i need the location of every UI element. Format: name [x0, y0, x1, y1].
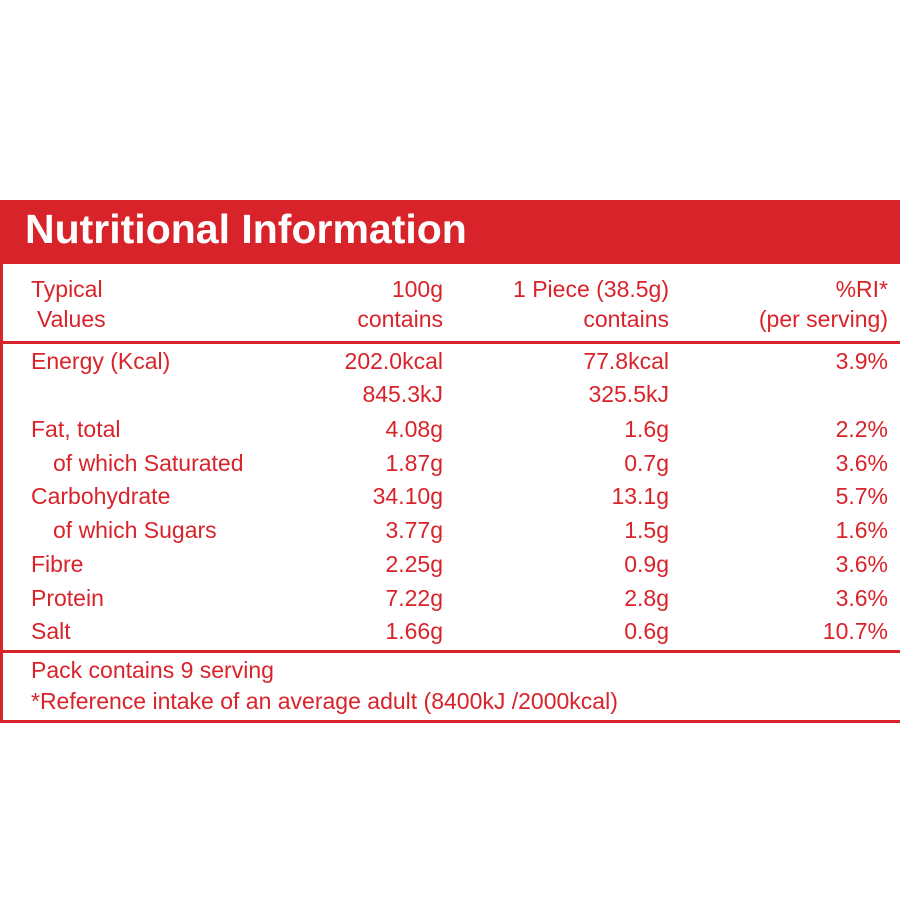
- row-perpiece: 325.5kJ: [588, 381, 669, 407]
- row-ri: 5.7%: [835, 483, 888, 509]
- row-perpiece: 1.6g: [624, 416, 669, 442]
- row-per100: 4.08g: [385, 416, 443, 442]
- row-perpiece: 77.8kcal: [583, 348, 669, 374]
- row-perpiece: 0.6g: [624, 618, 669, 644]
- row-ri: 10.7%: [822, 618, 888, 644]
- header-ri: %RI*: [835, 276, 888, 302]
- row-perpiece: 0.9g: [624, 551, 669, 577]
- title-bar: Nutritional Information: [3, 200, 900, 264]
- row-per100: 2.25g: [385, 551, 443, 577]
- row-label: Salt: [31, 618, 71, 644]
- header-piece: 1 Piece (38.5g): [513, 276, 669, 302]
- row-per100: 1.66g: [385, 618, 443, 644]
- row-label: Protein: [31, 585, 104, 611]
- row-ri: 3.6%: [835, 551, 888, 577]
- nutrition-table: Nutritional Information Typical Values 1…: [0, 200, 900, 723]
- row-label: Carbohydrate: [31, 483, 171, 509]
- row-per100: 3.77g: [385, 517, 443, 543]
- row-ri: 3.6%: [835, 450, 888, 476]
- row-ri: 3.9%: [835, 348, 888, 374]
- row-per100: 7.22g: [385, 585, 443, 611]
- servings-note: Pack contains 9 serving: [31, 657, 274, 683]
- row-per100: 34.10g: [372, 483, 443, 509]
- row-ri: 1.6%: [835, 517, 888, 543]
- row-perpiece: 13.1g: [611, 483, 669, 509]
- header-values: Values: [37, 306, 106, 332]
- header-typical: Typical: [31, 276, 103, 302]
- row-ri: 2.2%: [835, 416, 888, 442]
- row-perpiece: 2.8g: [624, 585, 669, 611]
- row-per100: 845.3kJ: [362, 381, 443, 407]
- header-per-serving: (per serving): [758, 306, 888, 332]
- row-label: Fat, total: [31, 416, 121, 442]
- row-perpiece: 0.7g: [624, 450, 669, 476]
- header-piece-contains: contains: [583, 306, 669, 332]
- header-divider: [3, 341, 900, 344]
- row-label: of which Sugars: [53, 517, 217, 543]
- row-perpiece: 1.5g: [624, 517, 669, 543]
- row-label: Energy (Kcal): [31, 348, 171, 374]
- header-100g-contains: contains: [357, 306, 443, 332]
- row-per100: 1.87g: [385, 450, 443, 476]
- row-per100: 202.0kcal: [344, 348, 443, 374]
- row-label: of which Saturated: [53, 450, 244, 476]
- header-100g: 100g: [391, 276, 443, 302]
- table-title: Nutritional Information: [25, 206, 467, 252]
- row-ri: 3.6%: [835, 585, 888, 611]
- reference-intake-note: *Reference intake of an average adult (8…: [31, 688, 618, 714]
- row-label: Fibre: [31, 551, 84, 577]
- footer-divider: [3, 650, 900, 653]
